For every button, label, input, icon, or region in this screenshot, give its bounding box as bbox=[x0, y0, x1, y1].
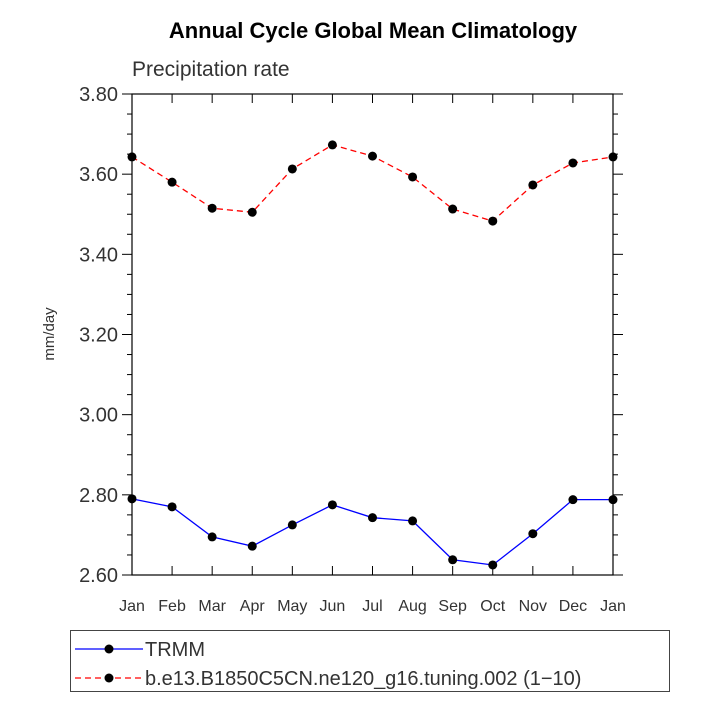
y-tick-label: 3.40 bbox=[79, 244, 118, 266]
legend: TRMM b.e13.B1850C5CN.ne120_g16.tuning.00… bbox=[70, 630, 670, 692]
legend-marker-model bbox=[104, 673, 114, 683]
y-tick-label: 3.80 bbox=[79, 84, 118, 106]
legend-label-trmm: TRMM bbox=[145, 639, 205, 661]
data-point-0 bbox=[327, 500, 337, 510]
y-tick-label: 3.00 bbox=[79, 405, 118, 427]
data-point-1 bbox=[327, 140, 337, 150]
x-tick-label: Jan bbox=[600, 598, 626, 615]
y-axis-label: mm/day bbox=[41, 307, 58, 361]
data-point-1 bbox=[568, 158, 578, 168]
legend-label-model: b.e13.B1850C5CN.ne120_g16.tuning.002 (1−… bbox=[145, 668, 581, 690]
x-tick-label: Nov bbox=[519, 598, 547, 615]
data-point-1 bbox=[608, 152, 618, 162]
data-point-1 bbox=[247, 207, 257, 217]
x-tick-label: Apr bbox=[240, 598, 266, 615]
data-point-0 bbox=[408, 516, 418, 526]
x-tick-label: Mar bbox=[198, 598, 226, 615]
data-point-0 bbox=[568, 495, 578, 505]
chart-title: Annual Cycle Global Mean Climatology bbox=[169, 18, 578, 43]
data-point-1 bbox=[287, 164, 297, 174]
data-point-0 bbox=[488, 560, 498, 570]
data-point-1 bbox=[528, 180, 538, 190]
x-tick-label: May bbox=[277, 598, 307, 615]
x-tick-label: Jan bbox=[119, 598, 145, 615]
x-tick-label: Feb bbox=[158, 598, 186, 615]
x-tick-label: Oct bbox=[480, 598, 505, 615]
data-point-0 bbox=[247, 541, 257, 551]
data-point-1 bbox=[167, 177, 177, 187]
data-point-0 bbox=[127, 494, 137, 504]
data-point-1 bbox=[127, 152, 137, 162]
data-point-0 bbox=[368, 513, 377, 523]
y-tick-label: 2.80 bbox=[79, 485, 118, 507]
x-tick-label: Sep bbox=[438, 598, 467, 615]
data-point-1 bbox=[368, 151, 377, 161]
series-line-0 bbox=[131, 498, 613, 566]
data-point-1 bbox=[207, 203, 217, 213]
x-tick-label: Dec bbox=[559, 598, 587, 615]
data-point-0 bbox=[287, 520, 297, 530]
data-point-0 bbox=[608, 495, 618, 505]
data-point-0 bbox=[528, 529, 538, 539]
data-point-1 bbox=[408, 172, 418, 182]
data-point-1 bbox=[488, 216, 498, 226]
data-point-0 bbox=[448, 555, 458, 565]
data-point-0 bbox=[207, 532, 217, 542]
y-tick-label: 3.60 bbox=[79, 164, 118, 186]
plot-frame bbox=[131, 93, 614, 576]
x-tick-label: Jun bbox=[320, 598, 346, 615]
data-point-1 bbox=[448, 204, 458, 214]
x-tick-label: Aug bbox=[398, 598, 426, 615]
y-tick-label: 3.20 bbox=[79, 325, 118, 347]
chart-subtitle: Precipitation rate bbox=[132, 58, 290, 81]
x-tick-label: Jul bbox=[362, 598, 382, 615]
data-point-0 bbox=[167, 502, 177, 512]
y-tick-label: 2.60 bbox=[79, 565, 118, 587]
legend-marker-trmm bbox=[104, 644, 114, 654]
